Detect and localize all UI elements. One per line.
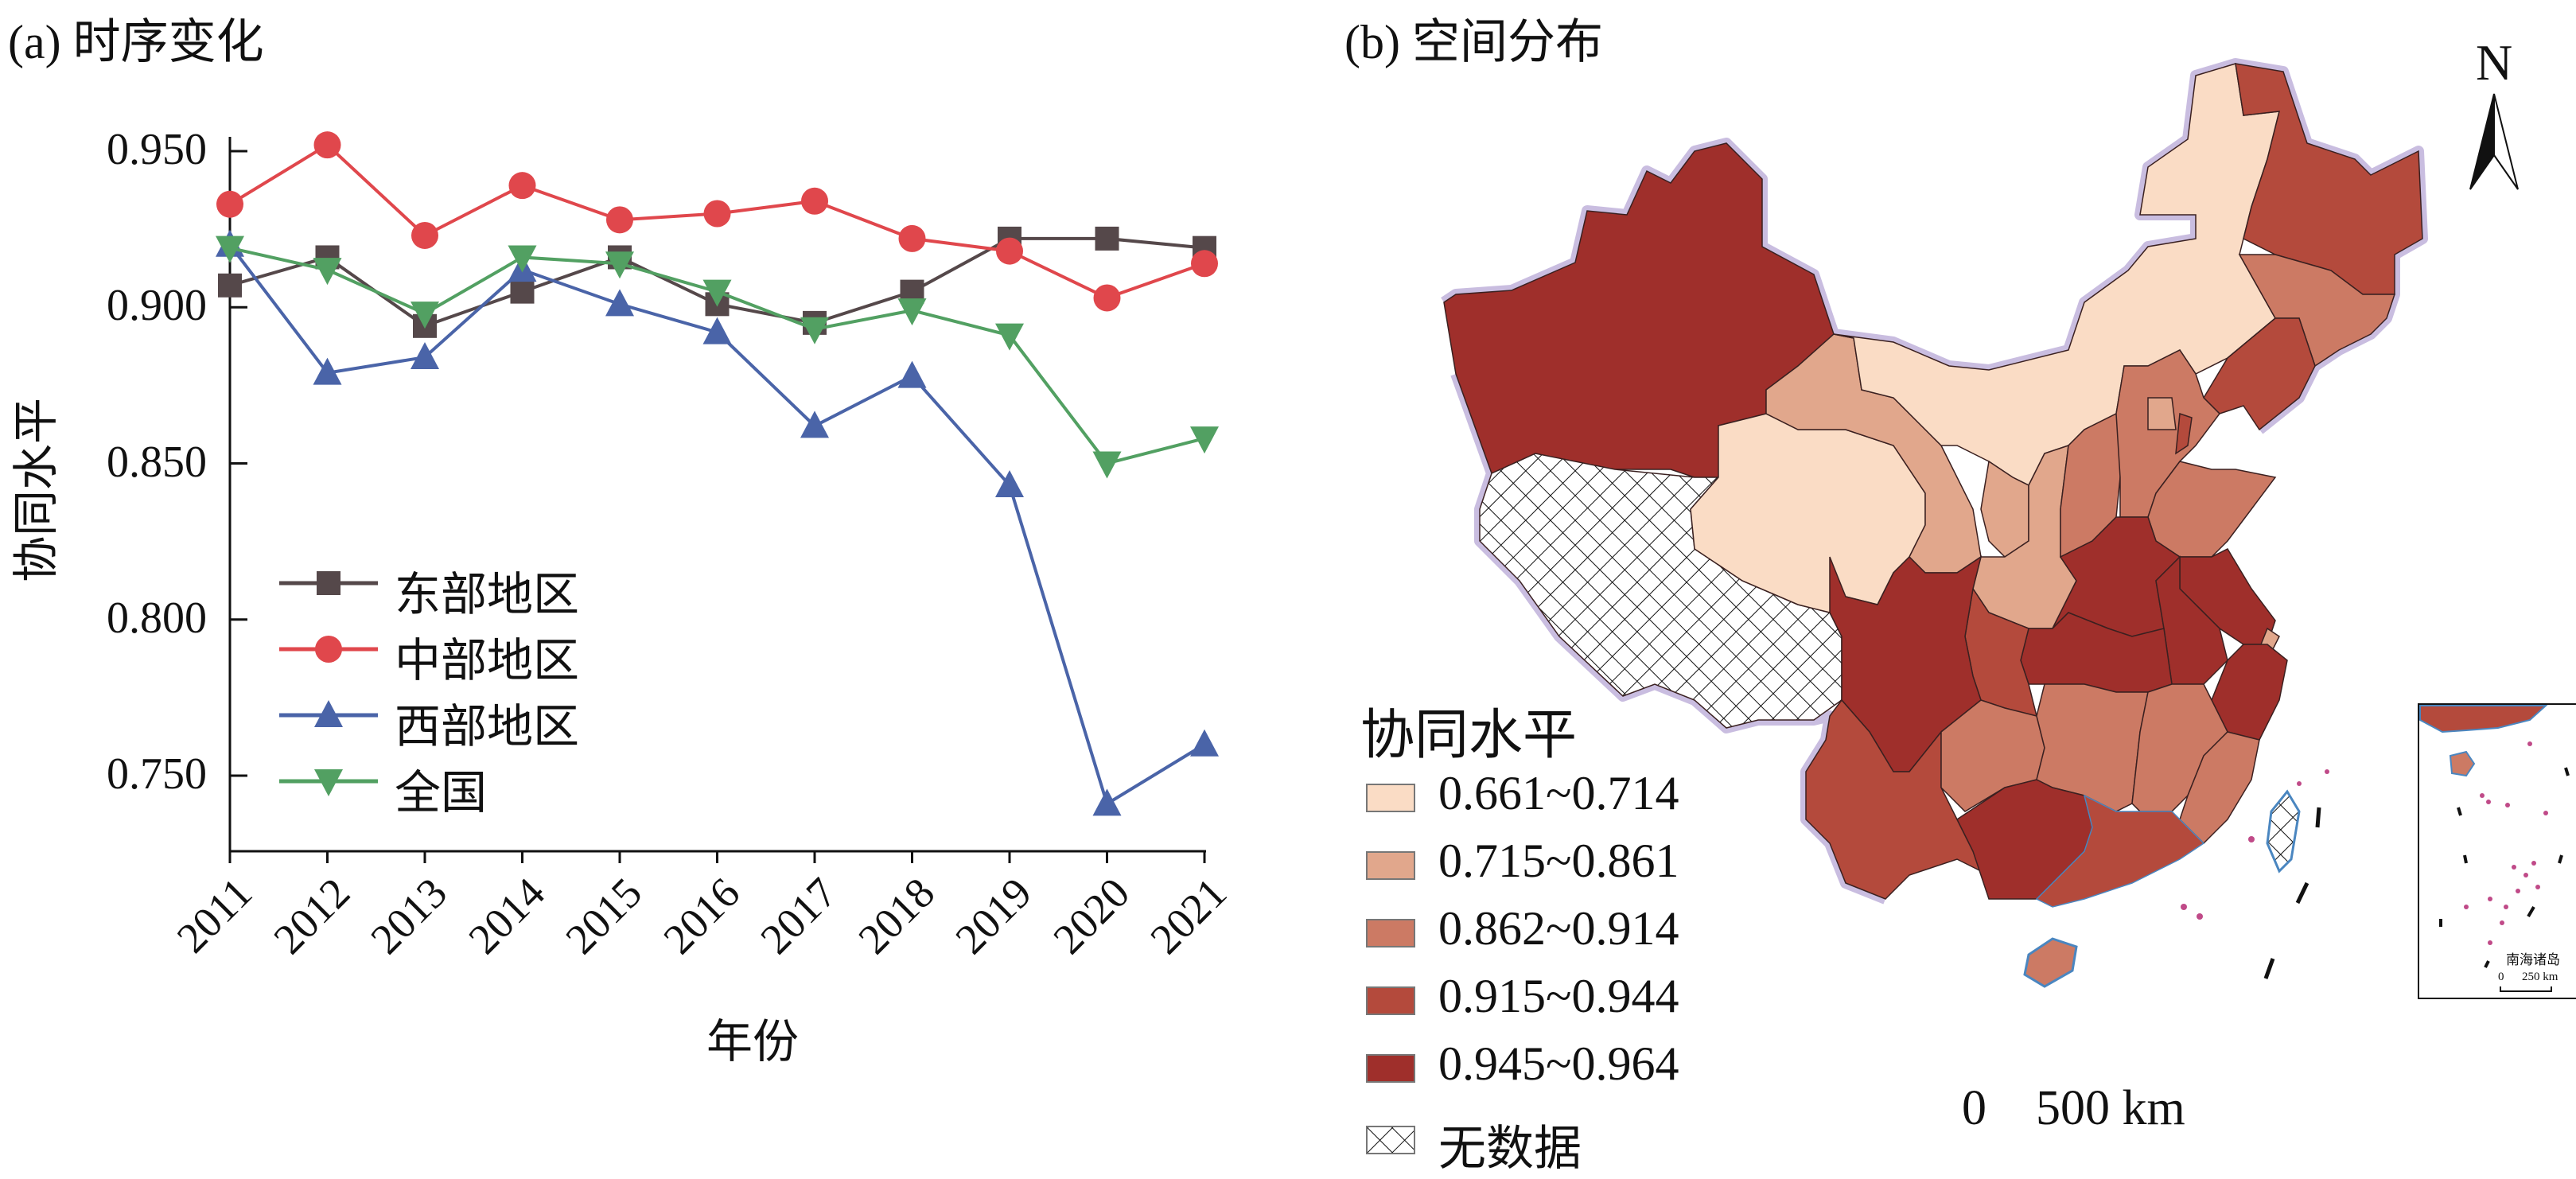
data-point bbox=[897, 360, 927, 388]
figure-canvas bbox=[216, 58, 2576, 999]
legend-label-east: 东部地区 bbox=[395, 569, 580, 621]
series-2 bbox=[216, 229, 1219, 816]
data-point bbox=[898, 224, 926, 252]
region bbox=[2147, 397, 2177, 430]
legend-marker bbox=[317, 571, 340, 595]
data-point bbox=[800, 317, 829, 344]
south-china-sea-inset bbox=[2418, 703, 2576, 999]
region-no-data bbox=[2266, 789, 2301, 874]
data-point bbox=[1190, 729, 1219, 757]
data-point bbox=[510, 279, 535, 304]
data-point bbox=[995, 323, 1024, 351]
data-point bbox=[1095, 226, 1119, 251]
north-arrow-icon bbox=[2469, 93, 2519, 190]
inset-scale-label: 0 250 km bbox=[2498, 971, 2558, 983]
region bbox=[2060, 413, 2129, 558]
data-point bbox=[1191, 250, 1218, 278]
y-tick-label: 0.850 bbox=[107, 437, 207, 487]
x-axis-label: 年份 bbox=[706, 1016, 800, 1068]
data-point bbox=[996, 237, 1023, 265]
data-point bbox=[1093, 284, 1121, 312]
data-point bbox=[411, 302, 439, 329]
data-point bbox=[1190, 426, 1219, 454]
legend-class-label: 0.945~0.964 bbox=[1438, 1037, 1679, 1090]
data-point bbox=[702, 279, 732, 307]
data-point bbox=[605, 251, 634, 279]
china-map bbox=[1441, 58, 2576, 999]
legend-swatch bbox=[1366, 784, 1415, 812]
region bbox=[2023, 937, 2078, 988]
data-point bbox=[606, 206, 633, 234]
data-point bbox=[1092, 788, 1122, 816]
data-point bbox=[313, 131, 341, 159]
panel-b-title: (b) 空间分布 bbox=[1344, 16, 1603, 68]
panel-a-title: (a) 时序变化 bbox=[8, 16, 264, 68]
legend-label-national: 全国 bbox=[395, 767, 488, 819]
region bbox=[2035, 794, 2205, 908]
legend-class-label: 0.915~0.944 bbox=[1438, 970, 1679, 1022]
line-chart bbox=[216, 131, 1219, 863]
legend-swatch bbox=[1366, 851, 1415, 880]
y-tick-label: 0.950 bbox=[107, 125, 207, 174]
data-point bbox=[216, 190, 243, 218]
nine-dash-line bbox=[2263, 807, 2321, 979]
y-tick-label: 0.750 bbox=[107, 749, 207, 799]
islands bbox=[2181, 769, 2329, 920]
data-point bbox=[702, 317, 732, 344]
data-point bbox=[995, 469, 1024, 497]
legend-swatch bbox=[1366, 919, 1415, 947]
legend-swatch bbox=[1366, 1054, 1415, 1083]
y-tick-label: 0.800 bbox=[107, 593, 207, 643]
legend-label-west: 西部地区 bbox=[395, 701, 580, 753]
data-point bbox=[218, 273, 242, 298]
data-point bbox=[508, 172, 536, 200]
data-point bbox=[313, 258, 342, 286]
data-point bbox=[313, 357, 342, 385]
legend-swatch bbox=[1366, 986, 1415, 1015]
legend-marker bbox=[315, 636, 342, 663]
legend-class-label: 0.715~0.861 bbox=[1438, 835, 1679, 887]
data-point bbox=[605, 289, 634, 317]
data-point bbox=[801, 187, 828, 215]
legend-class-label: 0.862~0.914 bbox=[1438, 902, 1679, 955]
data-point bbox=[800, 411, 829, 438]
region bbox=[2175, 412, 2193, 455]
legend-class-label: 0.661~0.714 bbox=[1438, 767, 1679, 819]
map-legend-title: 协同水平 bbox=[1360, 705, 1578, 765]
legend-label-central: 中部地区 bbox=[395, 635, 580, 687]
north-label: N bbox=[2476, 34, 2513, 91]
data-point bbox=[216, 235, 244, 263]
legend-label-no-data: 无数据 bbox=[1438, 1123, 1582, 1175]
data-point bbox=[1092, 451, 1122, 479]
data-point bbox=[411, 342, 439, 370]
legend-swatch-no-data bbox=[1366, 1126, 1415, 1154]
scale-label: 0 500 km bbox=[1962, 1081, 2185, 1135]
legend-marker bbox=[314, 769, 343, 796]
data-point bbox=[897, 298, 927, 326]
data-point bbox=[703, 200, 731, 228]
series-1 bbox=[216, 131, 1218, 312]
series-3 bbox=[216, 235, 1219, 479]
legend-marker bbox=[314, 700, 343, 727]
region bbox=[1805, 698, 1991, 900]
y-tick-label: 0.900 bbox=[107, 281, 207, 331]
data-point bbox=[411, 221, 438, 249]
inset-title: 南海诸岛 bbox=[2506, 952, 2560, 967]
data-point bbox=[508, 245, 537, 273]
